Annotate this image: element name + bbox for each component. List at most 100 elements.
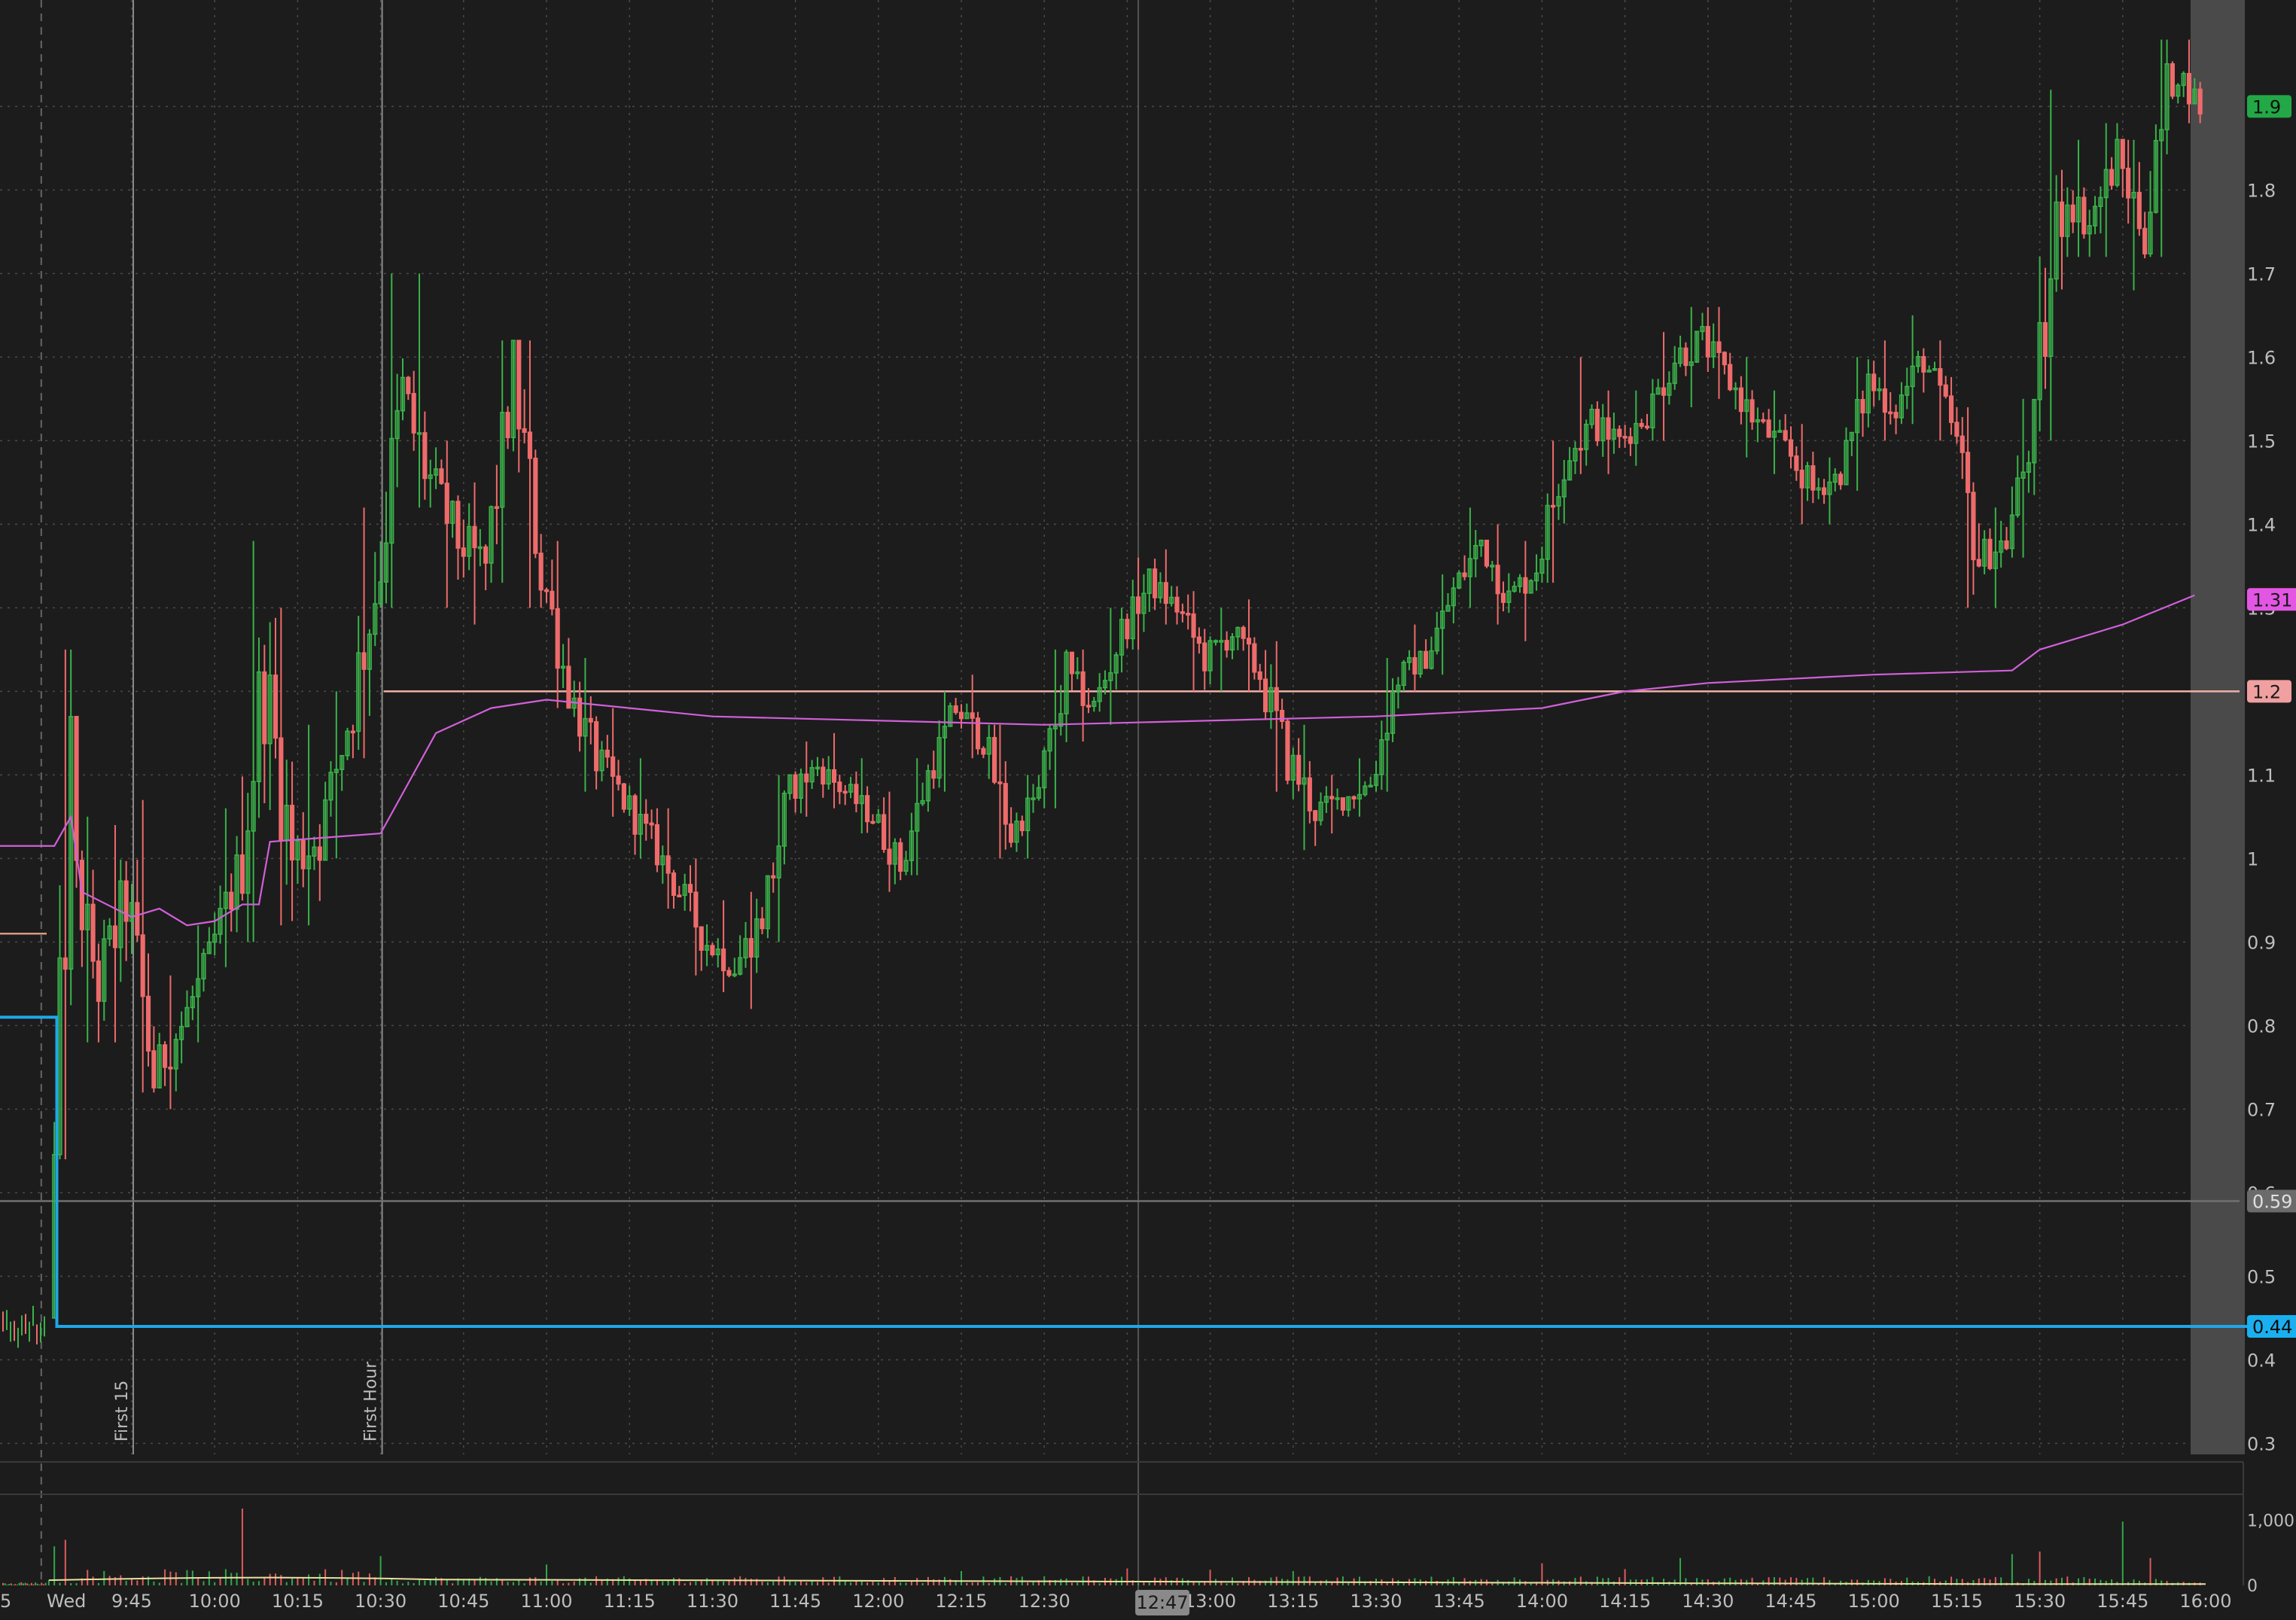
candle-body [190, 996, 195, 1009]
candle [583, 658, 588, 792]
candle [760, 906, 765, 935]
candle [262, 644, 267, 804]
candle [340, 754, 345, 791]
candle [129, 884, 135, 955]
candle-body [2048, 278, 2054, 357]
candle-body [1379, 738, 1384, 775]
candle-body [2131, 191, 2136, 199]
candle [604, 735, 610, 769]
candle [2009, 486, 2014, 558]
volume-average-line [48, 1576, 2206, 1585]
candle [1728, 352, 1733, 391]
candle [2192, 78, 2197, 105]
candle-body [1573, 447, 1578, 462]
candle-body [2015, 477, 2020, 516]
candle-body [1340, 797, 1345, 811]
candle-body [621, 783, 626, 810]
candle [1323, 786, 1329, 813]
candle [1705, 307, 1710, 372]
candle [677, 885, 682, 898]
candle [1462, 555, 1467, 580]
candle [229, 873, 234, 932]
candle-body [1373, 774, 1379, 787]
candle [1677, 335, 1683, 367]
candle-body [1689, 361, 1694, 367]
candle-body [892, 842, 897, 865]
candle [123, 860, 129, 961]
candle [621, 782, 626, 813]
candle [256, 637, 262, 818]
candle [373, 552, 378, 647]
candle-body [1711, 341, 1716, 358]
y-tick-label: 0.4 [2247, 1350, 2276, 1371]
candle-body [2103, 169, 2109, 199]
candle [682, 873, 687, 911]
candle-body [2081, 196, 2087, 235]
candle-body [168, 1066, 173, 1070]
x-tick-label: 16:00 [2179, 1591, 2231, 1612]
candle [85, 816, 90, 1043]
candle-body [1052, 725, 1058, 729]
candle-body [1600, 417, 1606, 442]
candle-body [2142, 227, 2148, 254]
candle-body [1478, 539, 1484, 547]
candle [560, 644, 566, 688]
candle [826, 756, 831, 790]
candle [781, 790, 787, 865]
candle-body [184, 1006, 190, 1028]
candle [510, 340, 516, 452]
candle-body [809, 766, 815, 783]
price-tag: 1.9 [2247, 95, 2291, 118]
candle-body [1943, 384, 1948, 397]
candle-body [1677, 347, 1683, 364]
candle [333, 691, 339, 859]
candle [489, 505, 494, 583]
candle-body [1457, 572, 1462, 589]
y-tick-label: 1 [2247, 848, 2258, 869]
candle [870, 814, 875, 824]
candle-body [279, 737, 284, 841]
candle [1169, 586, 1174, 607]
candle-body [1064, 651, 1069, 714]
candle [2070, 190, 2075, 233]
candle [1533, 554, 1539, 591]
candle-body [1285, 720, 1290, 781]
candle [1960, 417, 1965, 480]
time-axis[interactable]: Wed 5 9:45 10:00 10:15 10:30 10:45 11:00 11:15 11… [0, 1590, 2232, 1615]
candle [1495, 524, 1500, 625]
candle-body [1462, 572, 1467, 577]
candle [1064, 649, 1069, 742]
candle [1313, 810, 1318, 846]
candle-body [875, 814, 881, 823]
candle [842, 784, 848, 805]
candle-body [455, 501, 461, 549]
candle [1606, 390, 1611, 474]
candle [1490, 561, 1495, 582]
candle-body [837, 781, 842, 793]
candle-body [981, 748, 986, 755]
candle [1202, 629, 1207, 690]
price-axis-scrollbar[interactable] [2191, 0, 2245, 1454]
candle [1761, 413, 1766, 424]
candle-body [1926, 369, 1932, 373]
candle-body [1174, 596, 1180, 613]
candle-body [550, 590, 555, 610]
candle [1865, 359, 1871, 428]
candle-body [350, 730, 355, 734]
candle-body [964, 712, 970, 720]
candle [2131, 139, 2136, 291]
candle [1229, 633, 1235, 659]
candle-body [333, 769, 339, 773]
candle-body [1611, 428, 1616, 440]
candle-body [112, 925, 118, 949]
candle [671, 869, 677, 909]
candle-body [422, 432, 428, 480]
candle-body [1346, 796, 1351, 811]
step-line-layer [0, 1016, 2247, 1328]
candle-body [660, 855, 665, 866]
candle-body [500, 412, 505, 508]
candle [1478, 539, 1484, 557]
candle-body [1971, 492, 1976, 561]
candle [831, 732, 837, 808]
